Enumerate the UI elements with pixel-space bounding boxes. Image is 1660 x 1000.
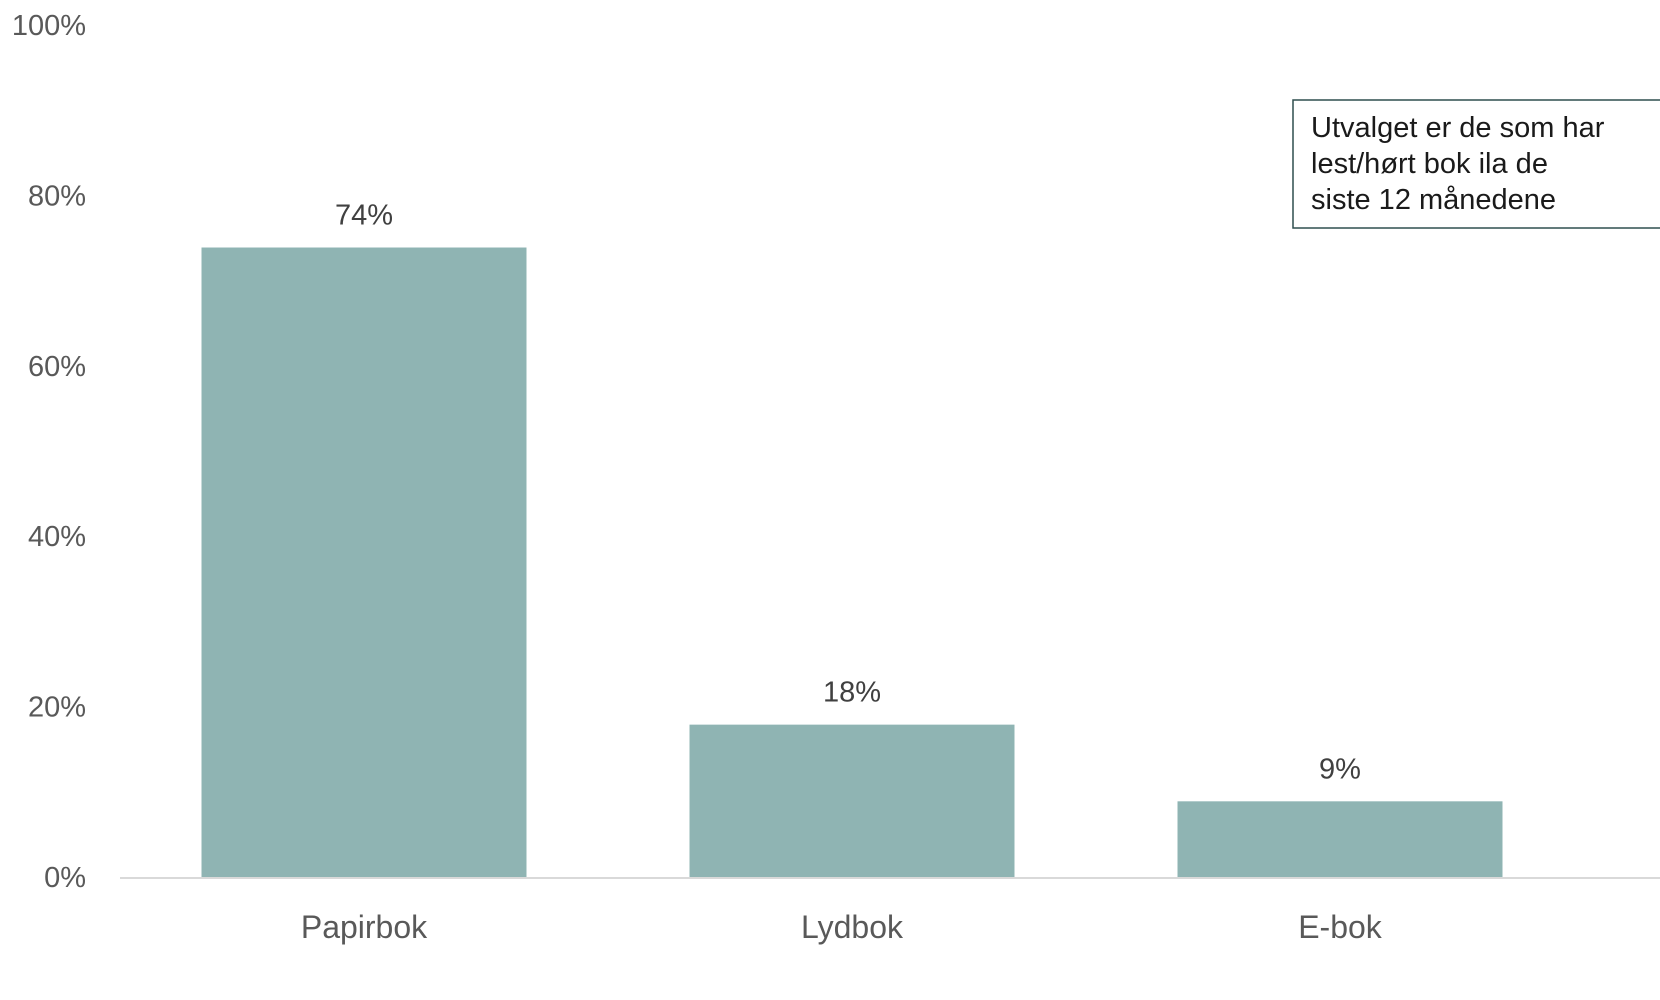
x-tick-label: Lydbok <box>801 909 904 945</box>
y-tick-label: 80% <box>28 180 86 212</box>
y-tick-label: 0% <box>44 862 86 894</box>
data-label: 18% <box>823 677 881 709</box>
annotation-line-1: Utvalget er de som har <box>1311 112 1605 144</box>
annotation-line-3: siste 12 månedene <box>1311 184 1556 216</box>
bar-e-bok <box>1177 801 1503 878</box>
y-axis: 0% 20% 40% 60% 80% 100% <box>12 10 86 894</box>
y-tick-label: 60% <box>28 351 86 383</box>
data-label: 9% <box>1319 753 1361 785</box>
data-label: 74% <box>335 200 393 232</box>
x-tick-label: E-bok <box>1298 909 1383 945</box>
annotation-box: Utvalget er de som har lest/hørt bok ila… <box>1292 99 1660 229</box>
bars: 74% 18% 9% <box>201 200 1503 878</box>
y-tick-label: 100% <box>12 10 86 42</box>
annotation-line-2: lest/hørt bok ila de <box>1311 148 1548 180</box>
bar-papirbok <box>201 247 527 878</box>
bar-lydbok <box>689 724 1015 878</box>
y-tick-label: 40% <box>28 521 86 553</box>
y-tick-label: 20% <box>28 692 86 724</box>
annotation-frame <box>1292 99 1660 229</box>
x-axis: Papirbok Lydbok E-bok <box>301 909 1383 945</box>
x-tick-label: Papirbok <box>301 909 428 945</box>
